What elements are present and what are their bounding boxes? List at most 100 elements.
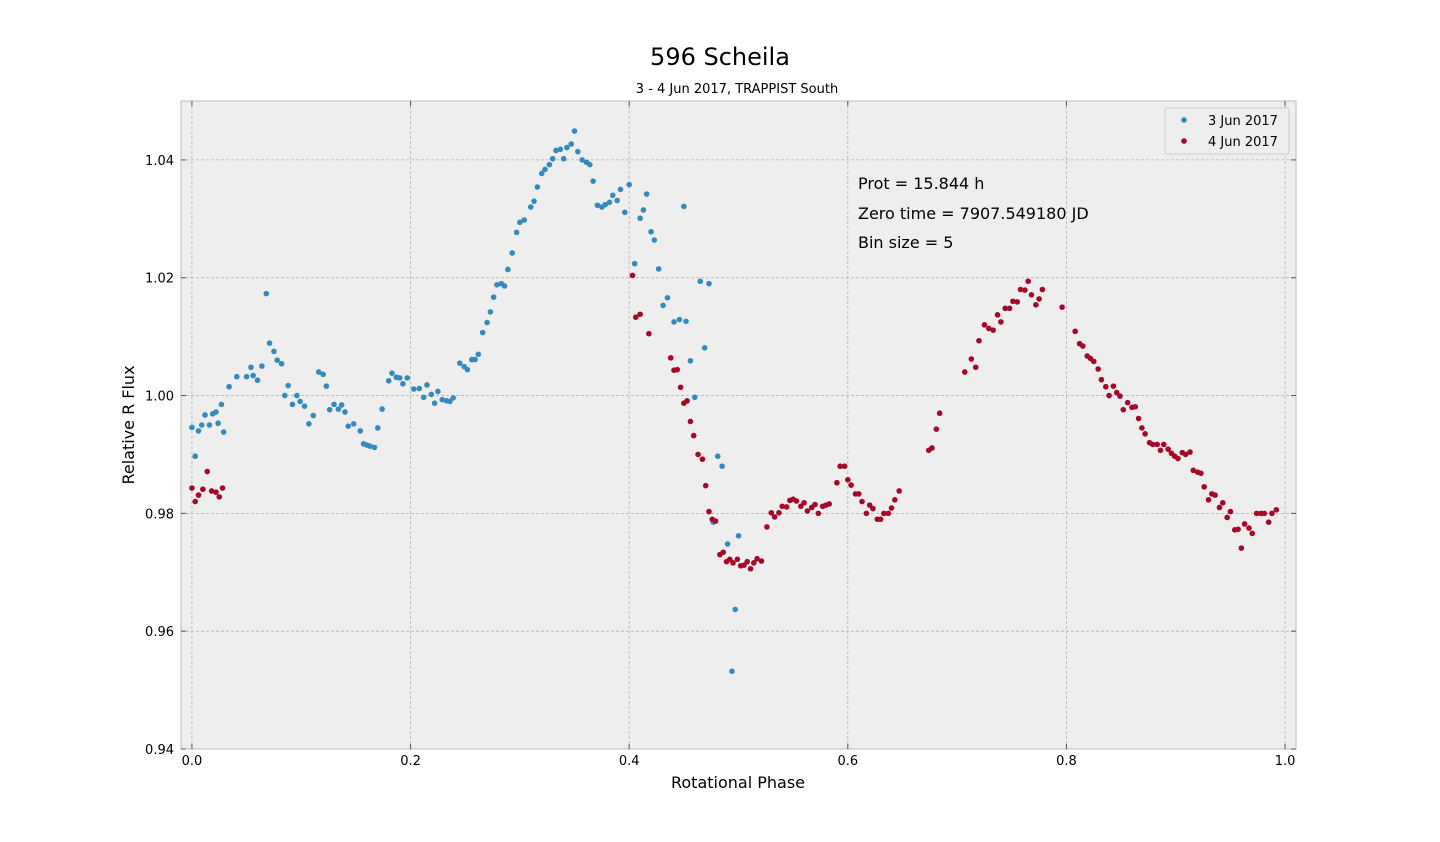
data-point bbox=[531, 198, 537, 204]
data-point bbox=[367, 443, 373, 450]
data-point bbox=[271, 348, 277, 355]
data-point bbox=[877, 516, 884, 523]
data-point bbox=[335, 406, 342, 412]
data-point bbox=[741, 562, 747, 569]
data-point bbox=[1205, 497, 1212, 503]
data-point bbox=[385, 378, 392, 384]
data-point bbox=[1059, 304, 1065, 310]
data-point bbox=[464, 366, 471, 373]
data-point bbox=[528, 204, 534, 210]
data-point bbox=[371, 444, 378, 451]
data-point bbox=[350, 421, 357, 427]
data-point bbox=[250, 372, 256, 379]
data-point bbox=[936, 410, 943, 417]
data-point bbox=[933, 426, 940, 432]
x-tick-label: 0.4 bbox=[619, 754, 640, 769]
data-point bbox=[640, 207, 647, 213]
data-point bbox=[845, 476, 851, 483]
data-point bbox=[219, 485, 226, 491]
data-point bbox=[1149, 441, 1156, 448]
data-point bbox=[1022, 287, 1028, 293]
data-point bbox=[812, 501, 818, 508]
data-point bbox=[342, 409, 348, 415]
data-point bbox=[695, 451, 701, 458]
data-point bbox=[834, 479, 840, 486]
chart-title: 596 Scheila bbox=[650, 43, 790, 71]
data-point bbox=[301, 403, 308, 409]
data-point bbox=[1072, 328, 1078, 335]
data-point bbox=[206, 422, 213, 428]
data-point bbox=[701, 345, 708, 351]
data-point bbox=[697, 278, 704, 285]
data-point bbox=[216, 494, 223, 500]
data-point bbox=[278, 360, 285, 367]
data-point bbox=[998, 319, 1004, 325]
data-point bbox=[614, 197, 620, 204]
legend: 3 Jun 2017 4 Jun 2017 bbox=[1164, 107, 1290, 155]
data-point bbox=[243, 373, 250, 380]
data-point bbox=[542, 166, 548, 173]
data-point bbox=[855, 491, 862, 497]
data-point bbox=[195, 428, 202, 434]
data-point bbox=[706, 508, 712, 515]
data-point bbox=[456, 360, 463, 366]
y-tick-label: 0.96 bbox=[145, 625, 174, 640]
data-point bbox=[881, 510, 887, 517]
chart-subtitle: 3 - 4 Jun 2017, TRAPPIST South bbox=[636, 82, 838, 97]
annotation-period: Prot = 15.844 h bbox=[858, 174, 984, 193]
data-point bbox=[1265, 519, 1272, 525]
data-point bbox=[379, 406, 385, 412]
data-point bbox=[671, 319, 677, 325]
data-point bbox=[793, 498, 800, 504]
data-point bbox=[266, 340, 273, 346]
data-point bbox=[546, 161, 553, 168]
data-point bbox=[1175, 455, 1181, 462]
data-point bbox=[626, 181, 632, 188]
y-tick-label: 1.02 bbox=[145, 272, 174, 287]
data-point bbox=[681, 203, 687, 210]
data-point bbox=[1117, 393, 1123, 399]
data-point bbox=[310, 412, 317, 419]
annotation-bin-size: Bin size = 5 bbox=[858, 233, 953, 252]
data-point bbox=[200, 486, 206, 493]
legend-marker-4-jun bbox=[1181, 138, 1187, 144]
data-point bbox=[1154, 441, 1160, 448]
data-point bbox=[575, 148, 581, 155]
data-point bbox=[1080, 343, 1086, 349]
data-point bbox=[691, 394, 698, 401]
x-tick-label: 0.0 bbox=[182, 754, 203, 769]
data-point bbox=[676, 316, 683, 323]
data-point bbox=[1238, 545, 1245, 551]
data-point bbox=[320, 371, 326, 378]
data-point bbox=[677, 384, 684, 391]
data-point bbox=[961, 369, 968, 375]
data-point bbox=[758, 558, 765, 564]
data-point bbox=[1039, 286, 1046, 293]
data-point bbox=[1110, 383, 1117, 389]
data-point bbox=[1190, 467, 1197, 474]
data-point bbox=[501, 283, 508, 289]
data-point bbox=[428, 391, 435, 398]
data-point bbox=[734, 556, 741, 563]
data-point bbox=[870, 505, 876, 512]
data-point bbox=[976, 337, 982, 344]
data-point bbox=[233, 373, 240, 380]
data-point bbox=[553, 147, 559, 154]
axis-ticks: 0.0 0.2 0.4 0.6 0.8 1.0 0.94 0.96 0.98 1.00 1.02 1.… bbox=[145, 101, 1296, 769]
data-point bbox=[389, 370, 395, 376]
data-point bbox=[213, 489, 219, 495]
data-point bbox=[1033, 302, 1039, 308]
data-point bbox=[509, 250, 516, 256]
data-point bbox=[411, 386, 417, 392]
data-point bbox=[1273, 507, 1280, 513]
data-point bbox=[1201, 484, 1207, 490]
data-point bbox=[1219, 499, 1226, 506]
data-point bbox=[606, 199, 613, 206]
data-point bbox=[1113, 389, 1120, 396]
data-point bbox=[306, 421, 312, 427]
data-point bbox=[768, 509, 775, 516]
data-point bbox=[714, 453, 721, 460]
data-point bbox=[602, 201, 608, 208]
data-point bbox=[660, 302, 666, 309]
legend-box bbox=[1164, 107, 1290, 155]
